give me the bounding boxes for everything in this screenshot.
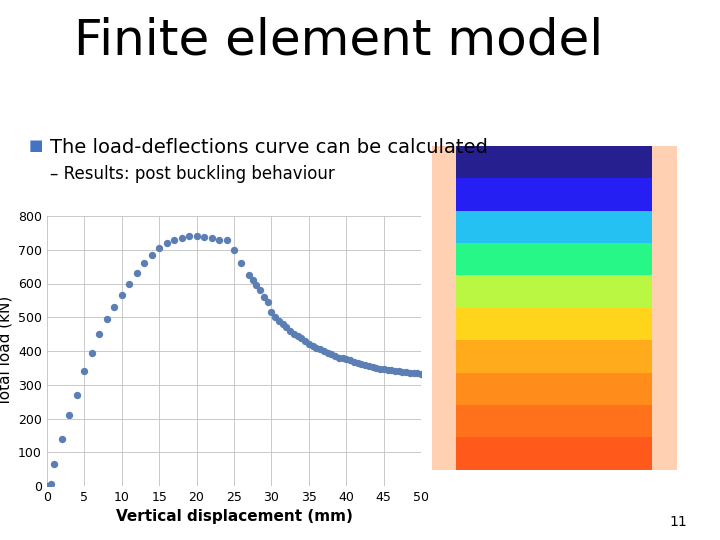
Point [393, 367, 405, 376]
Point [344, 356, 356, 365]
Point [333, 353, 345, 362]
Point [198, 233, 210, 241]
Bar [456, 340, 652, 373]
Point [307, 342, 318, 350]
Point [94, 330, 105, 339]
Point [63, 411, 75, 420]
Point [348, 357, 359, 366]
Point [415, 369, 427, 378]
Point [262, 298, 274, 306]
Text: Structural stainless steels: Structural stainless steels [701, 187, 711, 332]
Point [131, 269, 143, 278]
Point [101, 315, 112, 323]
Point [71, 390, 83, 399]
Point [86, 348, 97, 357]
Point [382, 365, 393, 374]
Bar [456, 275, 652, 308]
Point [221, 235, 233, 244]
Point [374, 364, 386, 373]
Point [269, 313, 281, 321]
Point [138, 259, 150, 267]
Y-axis label: Total load (kN): Total load (kN) [0, 296, 12, 406]
Point [277, 320, 289, 328]
Text: ■: ■ [29, 138, 43, 153]
Point [247, 276, 258, 285]
Point [168, 235, 180, 244]
Bar [456, 405, 652, 437]
Bar [456, 146, 652, 178]
Point [318, 347, 330, 355]
Bar [456, 437, 652, 470]
Point [243, 271, 255, 279]
Point [300, 336, 311, 345]
Point [329, 352, 341, 360]
Point [254, 286, 266, 295]
Point [310, 343, 322, 352]
Point [273, 316, 284, 325]
Point [191, 232, 202, 241]
Point [213, 235, 225, 244]
Point [281, 323, 292, 332]
Point [404, 368, 415, 377]
Text: Finite element model: Finite element model [73, 16, 603, 64]
Point [363, 362, 374, 370]
Point [45, 480, 56, 489]
Point [161, 239, 172, 247]
Point [228, 245, 240, 254]
Point [266, 308, 277, 316]
Point [78, 367, 90, 376]
Text: The load-deflections curve can be calculated: The load-deflections curve can be calcul… [50, 138, 488, 157]
Point [184, 232, 195, 241]
Point [397, 367, 408, 376]
Text: – Results: post buckling behaviour: – Results: post buckling behaviour [50, 165, 335, 183]
Point [337, 354, 348, 363]
Point [359, 361, 371, 369]
Point [48, 460, 60, 468]
Point [109, 303, 120, 312]
Point [292, 332, 303, 340]
Point [315, 345, 326, 354]
Point [390, 366, 401, 375]
Point [303, 340, 315, 349]
Point [153, 244, 165, 252]
Point [296, 333, 307, 342]
Point [56, 434, 68, 443]
Point [408, 369, 420, 377]
Point [288, 330, 300, 339]
X-axis label: Vertical displacement (mm): Vertical displacement (mm) [116, 509, 352, 524]
Point [123, 279, 135, 288]
Bar [456, 178, 652, 211]
Point [322, 348, 333, 357]
Bar [456, 373, 652, 405]
Point [352, 359, 364, 367]
Point [176, 234, 187, 242]
Text: 11: 11 [670, 515, 688, 529]
Bar [456, 243, 652, 275]
Point [206, 234, 217, 242]
Bar [456, 308, 652, 340]
Point [385, 366, 397, 375]
Point [146, 251, 158, 259]
Point [356, 360, 367, 368]
Point [41, 482, 53, 490]
Point [412, 369, 423, 377]
Point [400, 368, 412, 376]
Point [251, 281, 262, 289]
Point [325, 350, 337, 359]
Point [116, 291, 127, 300]
Point [371, 363, 382, 372]
Point [341, 355, 352, 364]
Point [235, 259, 247, 267]
Point [284, 326, 296, 335]
Point [258, 293, 270, 301]
Point [366, 363, 378, 372]
Bar [456, 211, 652, 243]
Point [378, 364, 390, 373]
